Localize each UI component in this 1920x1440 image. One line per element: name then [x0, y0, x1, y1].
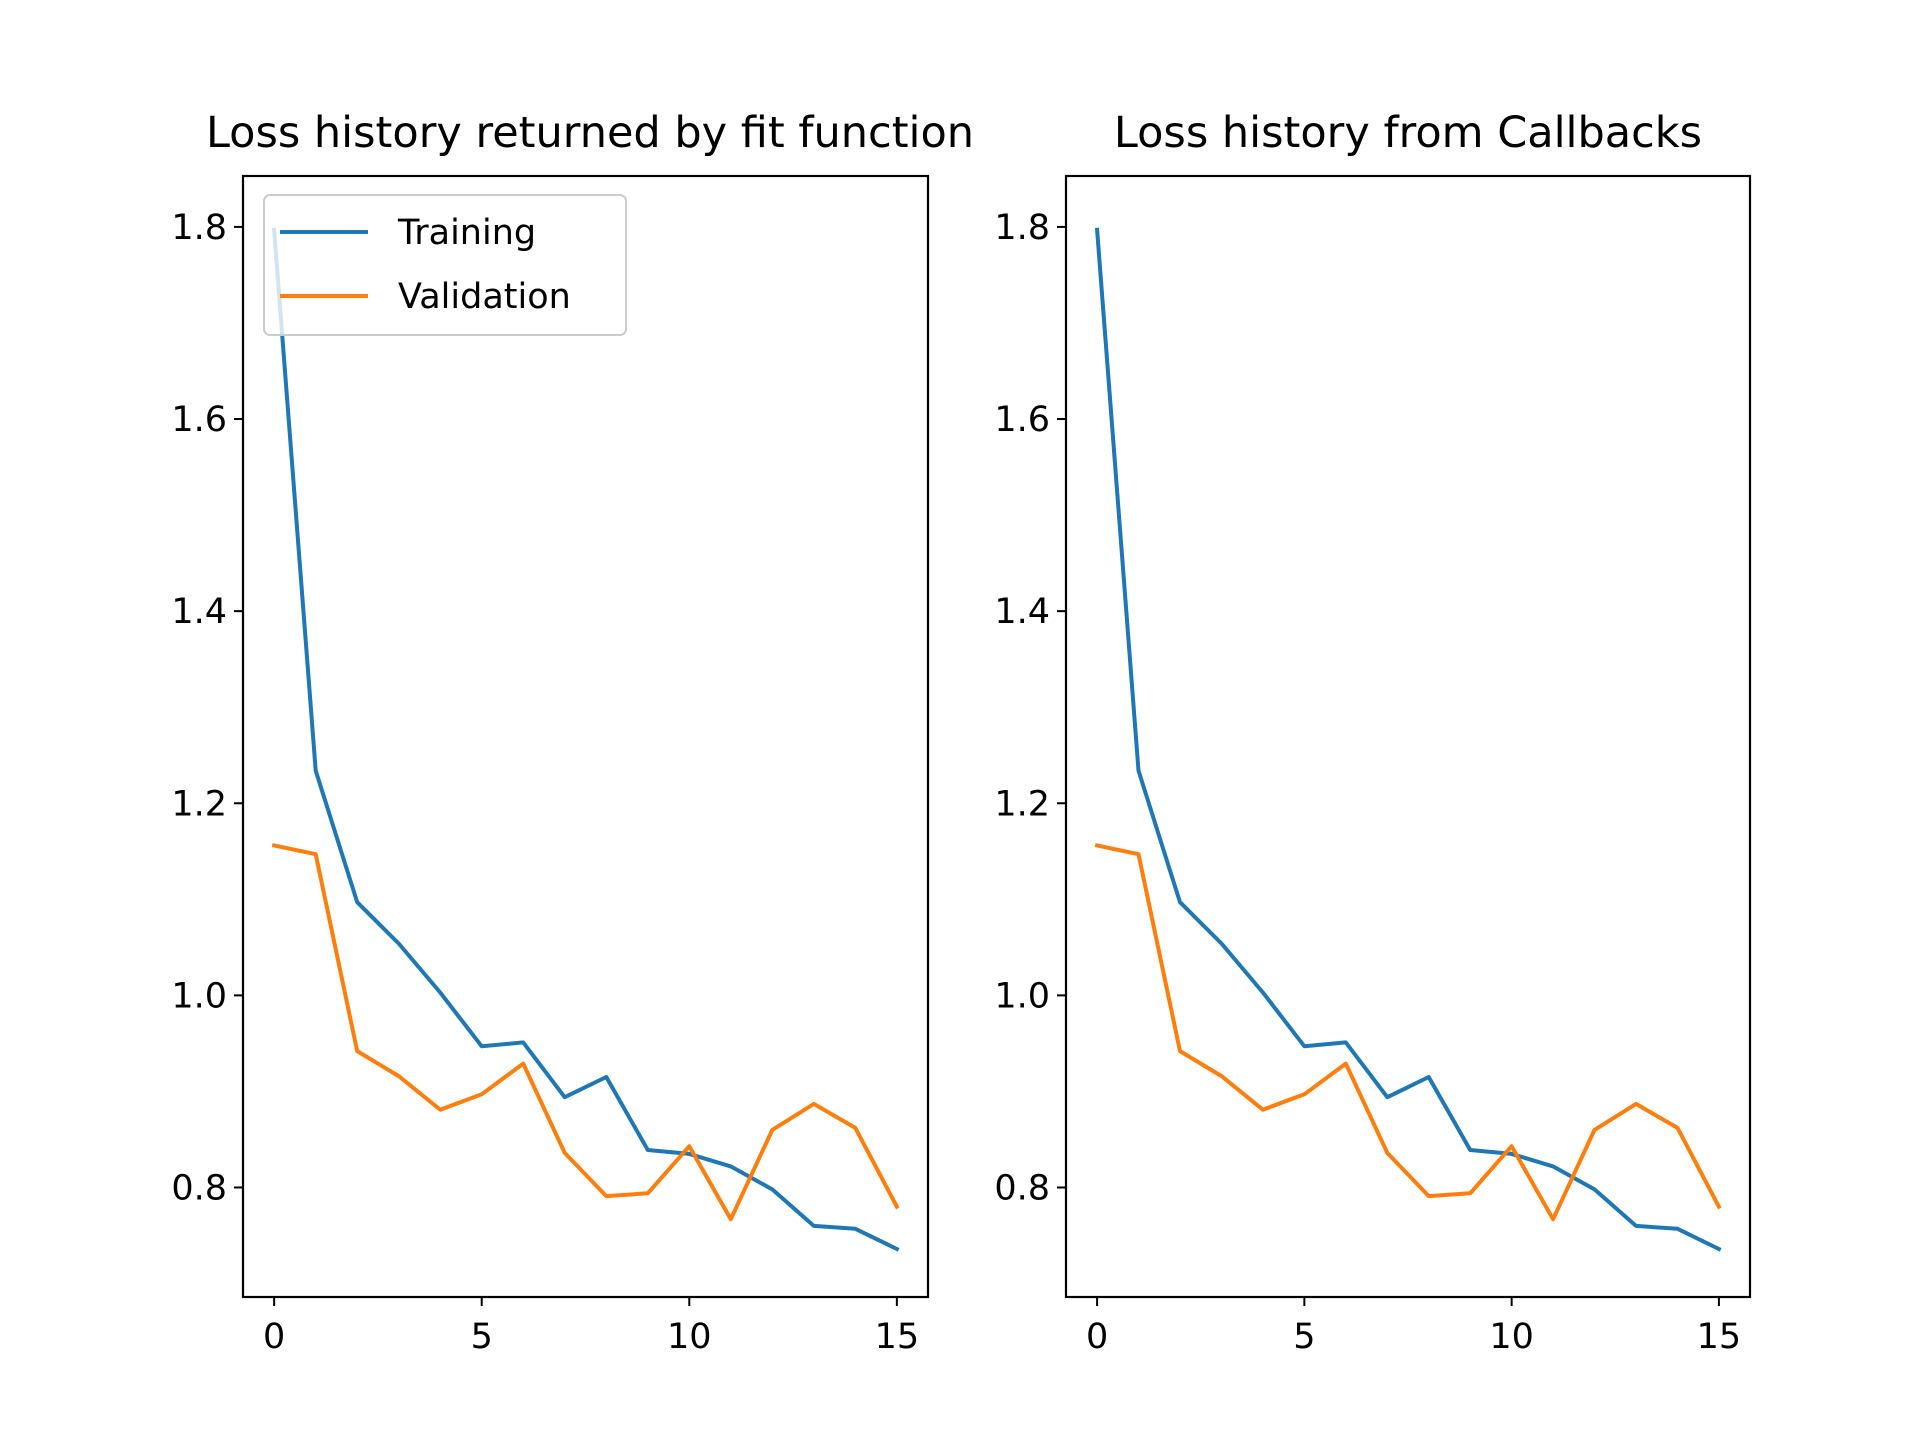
series-1-point: [1635, 1225, 1637, 1227]
validation-point: [771, 1129, 773, 1131]
x-tick-label: 0: [1086, 1317, 1108, 1357]
training-point: [564, 1096, 566, 1098]
y-tick-label: 0.8: [994, 1168, 1050, 1208]
validation-point: [273, 844, 275, 847]
training-point: [896, 1248, 898, 1250]
training-point: [813, 1225, 815, 1227]
series-1-point: [1552, 1165, 1554, 1167]
training-point: [854, 1228, 856, 1230]
training-point: [771, 1188, 773, 1190]
training-point: [730, 1165, 732, 1167]
chart-fit-history: Loss history returned by fit function 0 5…: [171, 108, 974, 1357]
y-tick-label: 1.0: [171, 976, 227, 1016]
series-1-point: [1345, 1041, 1347, 1043]
y-tick-label: 1.8: [171, 208, 227, 248]
y-tick-label: 1.6: [171, 400, 227, 440]
training-point: [605, 1076, 607, 1078]
series-1-point: [1511, 1153, 1513, 1155]
series-2-point: [1137, 853, 1140, 855]
validation-point: [564, 1152, 566, 1154]
validation-point: [854, 1127, 856, 1129]
series-2-point: [1511, 1145, 1513, 1147]
series-1-point: [1220, 942, 1223, 945]
series-2-point: [1676, 1127, 1679, 1129]
x-tick-label: 15: [1697, 1317, 1742, 1357]
training-point: [688, 1153, 690, 1155]
validation-point: [813, 1103, 815, 1105]
validation-line: [271, 843, 900, 1222]
validation-point: [730, 1218, 732, 1220]
x-tick-label: 0: [263, 1317, 285, 1357]
validation-point: [647, 1192, 649, 1194]
series-1-point: [1179, 901, 1181, 903]
series-1-point: [1718, 1248, 1720, 1250]
series-1-point: [1303, 1045, 1305, 1047]
training-point: [522, 1041, 524, 1043]
series-2-point: [1303, 1093, 1305, 1095]
series-2-point: [1718, 1206, 1720, 1208]
training-point: [356, 901, 358, 903]
validation-point: [605, 1195, 607, 1197]
series-1-point: [1676, 1228, 1679, 1230]
series-1-point: [1469, 1149, 1471, 1151]
series-2-point: [1469, 1192, 1471, 1194]
x-tick-label: 5: [1293, 1317, 1315, 1357]
x-tick-label: 10: [1489, 1317, 1534, 1357]
training-legend-label: Training: [397, 213, 536, 253]
axes-frame: [1064, 174, 1752, 1299]
series-1-point: [1096, 229, 1098, 231]
chart-title: Loss history from Callbacks: [1114, 108, 1702, 158]
y-tick-label: 1.2: [994, 784, 1050, 824]
training-point: [439, 991, 441, 994]
series-2-point: [1428, 1195, 1430, 1197]
series-2-point: [1345, 1063, 1347, 1065]
x-tick-label: 15: [875, 1317, 920, 1357]
series-1-line: [1094, 227, 1722, 1252]
validation-point: [356, 1050, 358, 1052]
validation-point: [481, 1093, 483, 1095]
validation-point: [896, 1206, 898, 1208]
series-2-point: [1386, 1152, 1388, 1154]
x-tick-label: 5: [471, 1317, 493, 1357]
series-2-line: [1094, 843, 1722, 1222]
series-2-point: [1096, 844, 1098, 847]
series-2-point: [1220, 1075, 1223, 1077]
training-line: [271, 227, 900, 1252]
validation-point: [688, 1145, 690, 1147]
series-1-point: [1386, 1096, 1388, 1098]
y-tick-label: 1.8: [994, 208, 1050, 248]
y-tick-label: 1.2: [171, 784, 227, 824]
y-tick-label: 1.6: [994, 400, 1050, 440]
series-1-point: [1593, 1188, 1596, 1190]
axes-frame: [241, 174, 930, 1299]
validation-point: [439, 1109, 441, 1111]
validation-point: [398, 1075, 400, 1077]
training-point: [647, 1149, 649, 1151]
validation-point: [315, 853, 317, 855]
chart-callback-history: Loss history from Callbacks 0 5 10 15 0.8 1.0…: [994, 108, 1752, 1357]
series-2-point: [1179, 1050, 1181, 1052]
x-tick-label: 10: [667, 1317, 712, 1357]
series-2-point: [1262, 1109, 1264, 1111]
y-tick-label: 0.8: [171, 1168, 227, 1208]
series-2-point: [1552, 1218, 1554, 1220]
chart-title: Loss history returned by fit function: [206, 108, 974, 158]
series-1-point: [1428, 1076, 1430, 1078]
series-1-point: [1137, 770, 1140, 772]
y-tick-label: 1.4: [994, 592, 1050, 632]
validation-point: [522, 1063, 524, 1065]
series-1-point: [1262, 991, 1264, 994]
series-2-point: [1635, 1103, 1637, 1105]
series-2-point: [1593, 1129, 1596, 1131]
training-point: [481, 1045, 483, 1047]
training-point: [398, 942, 400, 945]
y-tick-label: 1.4: [171, 592, 227, 632]
y-tick-label: 1.0: [994, 976, 1050, 1016]
validation-legend-label: Validation: [398, 277, 571, 317]
training-point: [315, 770, 317, 772]
